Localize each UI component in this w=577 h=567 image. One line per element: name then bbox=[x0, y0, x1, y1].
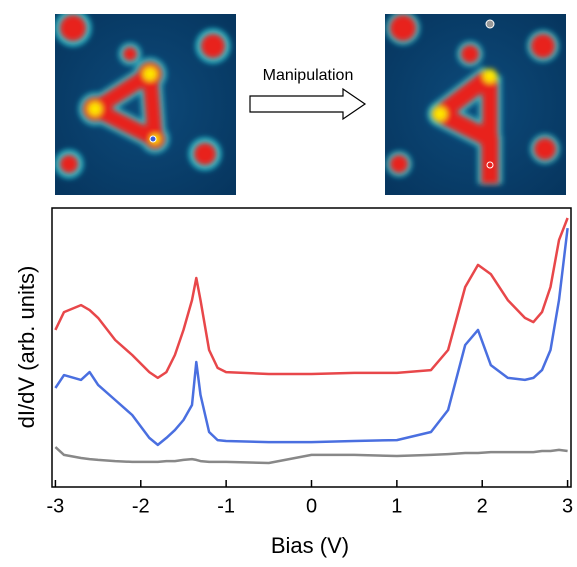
annotation: Manipulation bbox=[263, 67, 354, 84]
x-tick-label: 3 bbox=[562, 495, 573, 517]
plot: -3 -2 -1 0 1 2 3 bbox=[47, 217, 573, 517]
data-line bbox=[54, 217, 569, 380]
x-tick-label: 1 bbox=[391, 495, 402, 517]
plot-frame bbox=[51, 207, 572, 488]
stm-image-after bbox=[385, 14, 566, 195]
x-tick-label: -2 bbox=[132, 495, 150, 517]
x-tick-label: 0 bbox=[306, 495, 317, 517]
x-axis-label: Bias (V) bbox=[271, 533, 349, 558]
data-line bbox=[54, 446, 568, 465]
y-axis-label: dI/dV (arb. units) bbox=[14, 266, 39, 429]
x-tick-label: -3 bbox=[47, 495, 65, 517]
x-tick-label: -1 bbox=[217, 495, 235, 517]
arrow bbox=[249, 87, 367, 121]
data-line bbox=[54, 227, 569, 447]
stm-image-before bbox=[55, 14, 236, 195]
x-tick-label: 2 bbox=[477, 495, 488, 517]
